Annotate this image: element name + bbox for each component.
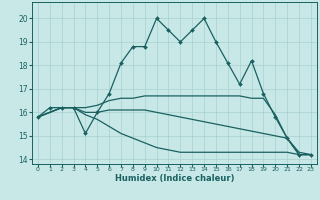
X-axis label: Humidex (Indice chaleur): Humidex (Indice chaleur) [115, 174, 234, 183]
